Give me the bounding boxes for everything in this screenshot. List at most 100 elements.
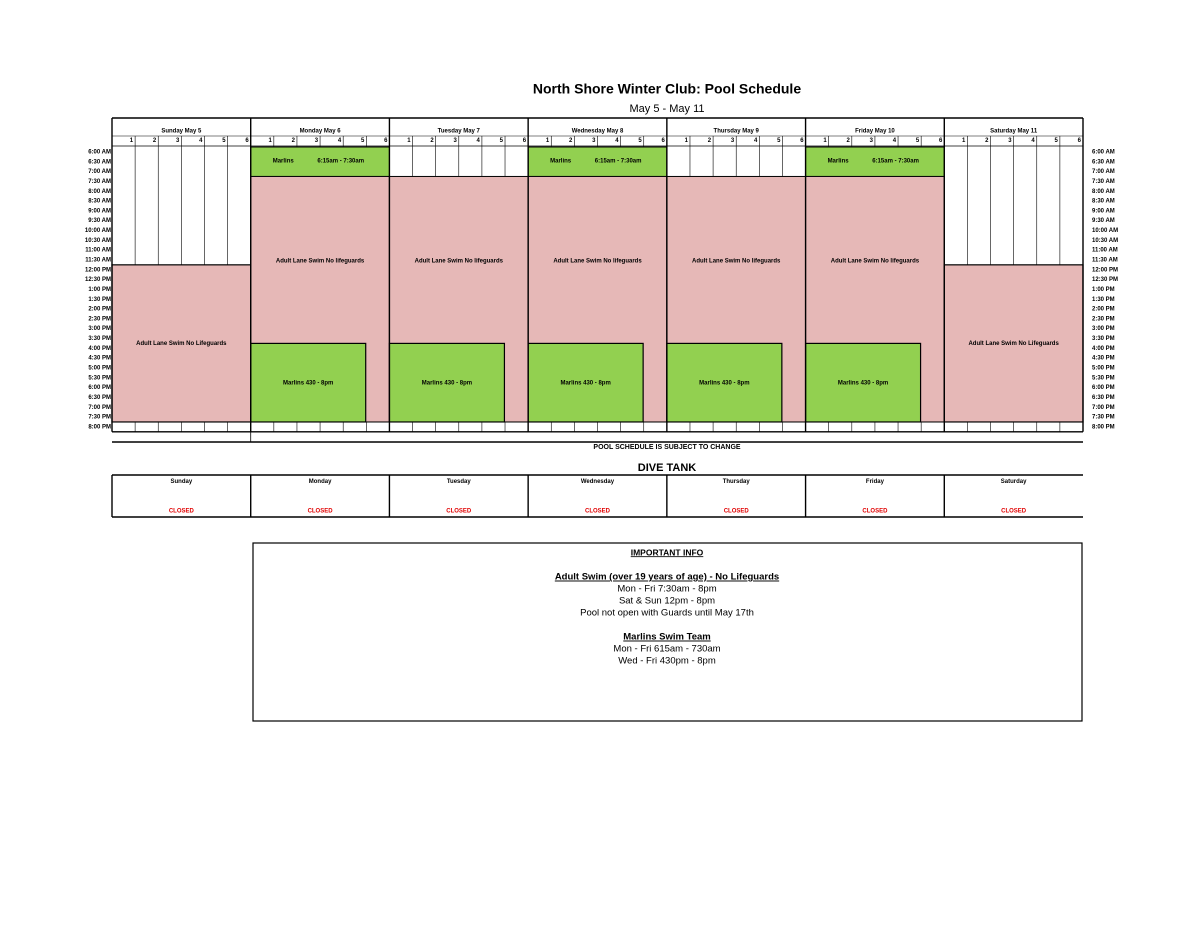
info-line: Mon - Fri 615am - 730am — [613, 644, 720, 655]
time-label: 7:30 AM — [88, 179, 111, 185]
info-line: Wed - Fri 430pm - 8pm — [618, 656, 716, 667]
time-label: 12:30 PM — [85, 277, 111, 283]
dive-status: CLOSED — [585, 509, 611, 515]
lane-number: 4 — [1031, 138, 1035, 144]
time-label: 1:00 PM — [1092, 287, 1115, 293]
dive-status: CLOSED — [724, 509, 750, 515]
time-label: 1:00 PM — [88, 287, 111, 293]
dive-day: Saturday — [1001, 479, 1027, 485]
time-label: 10:30 AM — [1092, 238, 1118, 244]
lane-number: 6 — [245, 138, 249, 144]
notice: POOL SCHEDULE IS SUBJECT TO CHANGE — [593, 444, 740, 451]
time-label: 8:00 PM — [88, 424, 111, 430]
lane-swim-label: Adult Lane Swim No lifeguards — [276, 259, 365, 265]
lane-swim-label: Adult Lane Swim No Lifeguards — [968, 341, 1059, 347]
time-label: 6:00 AM — [1092, 149, 1115, 155]
lane-swim-block — [943, 264, 1084, 423]
time-label: 4:00 PM — [1092, 346, 1115, 352]
info-line: Sat & Sun 12pm - 8pm — [619, 596, 715, 607]
info-box — [252, 542, 1083, 722]
lane-number: 1 — [685, 138, 689, 144]
lane-number: 2 — [292, 138, 296, 144]
time-label: 10:00 AM — [1092, 228, 1118, 234]
lane-swim-label: Adult Lane Swim No lifeguards — [415, 259, 504, 265]
lane-number: 6 — [1078, 138, 1082, 144]
lane-number: 4 — [338, 138, 342, 144]
day-name: Saturday May 11 — [990, 129, 1038, 135]
lane-number: 6 — [523, 138, 527, 144]
time-label: 9:30 AM — [1092, 218, 1115, 224]
dive-day: Friday — [866, 479, 885, 485]
lane-number: 4 — [754, 138, 758, 144]
evening-label: Marlins 430 - 8pm — [560, 380, 610, 386]
time-label: 4:00 PM — [88, 346, 111, 352]
lane-number: 4 — [199, 138, 203, 144]
time-label: 1:30 PM — [88, 297, 111, 303]
evening-block — [388, 342, 506, 423]
lane-number: 1 — [268, 138, 272, 144]
info-title: IMPORTANT INFO — [631, 547, 704, 557]
lane-number: 1 — [546, 138, 550, 144]
time-label: 6:30 PM — [1092, 395, 1115, 401]
time-label: 8:00 AM — [1092, 189, 1115, 195]
lane-number: 6 — [939, 138, 943, 144]
evening-block — [666, 342, 783, 423]
time-label: 8:30 AM — [88, 199, 111, 205]
lane-number: 3 — [453, 138, 457, 144]
dive-day: Sunday — [171, 479, 193, 485]
time-label: 12:00 PM — [85, 267, 111, 273]
time-label: 3:00 PM — [1092, 326, 1115, 332]
lane-number: 1 — [130, 138, 134, 144]
dive-day: Thursday — [723, 479, 751, 485]
time-label: 2:30 PM — [88, 316, 111, 322]
time-label: 2:00 PM — [88, 307, 111, 313]
time-label: 6:30 AM — [1092, 159, 1115, 165]
dive-status: CLOSED — [446, 509, 472, 515]
day-name: Tuesday May 7 — [438, 129, 481, 135]
morning-block — [805, 146, 945, 177]
time-label: 7:00 PM — [1092, 405, 1115, 411]
lane-number: 4 — [615, 138, 619, 144]
lane-number: 5 — [777, 138, 781, 144]
time-label: 11:00 AM — [1092, 248, 1118, 254]
time-label: 8:00 PM — [1092, 424, 1115, 430]
lane-number: 3 — [592, 138, 596, 144]
morning-team: Marlins — [550, 159, 572, 165]
lane-number: 3 — [1008, 138, 1012, 144]
time-label: 8:00 AM — [88, 189, 111, 195]
time-label: 7:30 AM — [1092, 179, 1115, 185]
dive-day: Tuesday — [447, 479, 472, 485]
time-label: 11:30 AM — [85, 258, 111, 264]
dive-status: CLOSED — [862, 509, 888, 515]
lane-number: 3 — [176, 138, 180, 144]
lane-number: 2 — [153, 138, 157, 144]
lane-number: 2 — [985, 138, 989, 144]
lane-number: 5 — [1055, 138, 1059, 144]
time-label: 6:00 AM — [88, 149, 111, 155]
title: North Shore Winter Club: Pool Schedule — [533, 81, 801, 97]
time-label: 7:30 PM — [88, 415, 111, 421]
dive-status: CLOSED — [308, 509, 334, 515]
morning-time: 6:15am - 7:30am — [872, 159, 919, 165]
time-label: 7:00 PM — [88, 405, 111, 411]
time-label: 7:30 PM — [1092, 415, 1115, 421]
time-label: 9:00 AM — [1092, 208, 1115, 214]
time-label: 5:00 PM — [88, 366, 111, 372]
lane-swim-label: Adult Lane Swim No lifeguards — [553, 259, 642, 265]
time-label: 6:00 PM — [1092, 385, 1115, 391]
lane-swim-label: Adult Lane Swim No lifeguards — [692, 259, 781, 265]
day-name: Thursday May 9 — [714, 129, 760, 135]
lane-number: 6 — [384, 138, 388, 144]
time-label: 10:00 AM — [85, 228, 111, 234]
lane-number: 5 — [222, 138, 226, 144]
morning-team: Marlins — [828, 159, 850, 165]
lane-number: 1 — [962, 138, 966, 144]
time-label: 9:00 AM — [88, 208, 111, 214]
lane-number: 2 — [430, 138, 434, 144]
lane-number: 3 — [870, 138, 874, 144]
dive-status: CLOSED — [169, 509, 195, 515]
time-label: 11:00 AM — [85, 248, 111, 254]
time-label: 6:00 PM — [88, 385, 111, 391]
lane-swim-label: Adult Lane Swim No lifeguards — [831, 259, 920, 265]
